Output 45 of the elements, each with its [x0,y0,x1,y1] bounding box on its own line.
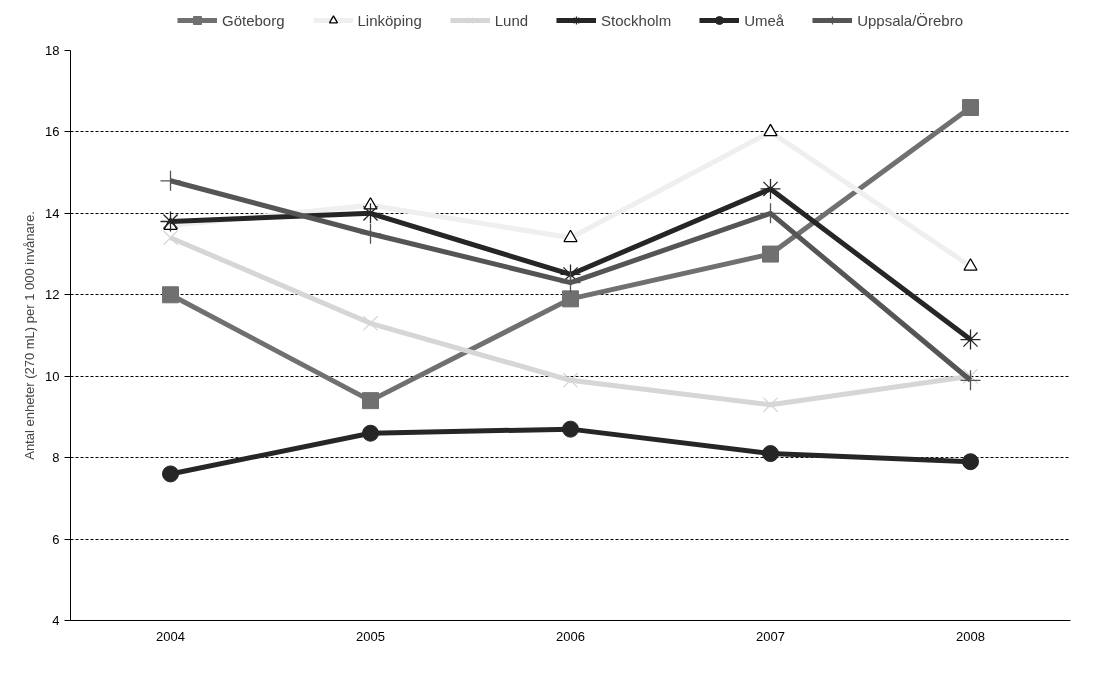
point [362,315,379,332]
point [362,424,379,442]
point [962,368,979,384]
y-tick-label: 4 [52,613,60,628]
y-tick-label: 6 [52,531,60,547]
point [959,328,982,351]
point [762,445,779,463]
point [159,170,182,192]
y-tick-label: 16 [45,124,60,140]
point [962,453,979,471]
x-tick-label: 2004 [156,628,185,644]
y-tick-label: 10 [45,368,60,384]
point [759,178,782,200]
point [162,286,179,304]
x-tick-label: 2008 [956,628,985,644]
point [959,369,982,391]
legend-label: Umeå [744,11,785,29]
legend-label: Uppsala/Örebro [857,11,964,29]
point [563,229,578,243]
legend-label: Göteborg [221,11,285,29]
point [359,223,382,245]
x-tick-label: 2007 [756,628,785,644]
point [562,420,579,438]
y-tick-label: 12 [45,287,60,303]
point [562,372,579,389]
point [962,99,979,116]
point [162,230,179,246]
point [562,290,579,308]
x-tick-label: 2006 [556,628,585,644]
point [162,465,179,483]
point [559,271,582,294]
y-tick-label: 8 [52,450,60,466]
legend-label: Stockholm [601,11,672,29]
legend-label: Lund [494,11,529,29]
legend-label: Linköping [357,11,422,29]
point [362,392,379,410]
y-axis-title: Antal enheter (270 mL) per 1 000 invånare. [22,211,38,460]
x-tick-label: 2005 [356,628,385,644]
point [763,123,778,137]
point [762,396,779,413]
point [762,245,779,263]
point [963,258,978,271]
y-tick-label: 14 [45,205,60,221]
y-tick-label: 18 [45,43,60,58]
point [759,202,782,225]
